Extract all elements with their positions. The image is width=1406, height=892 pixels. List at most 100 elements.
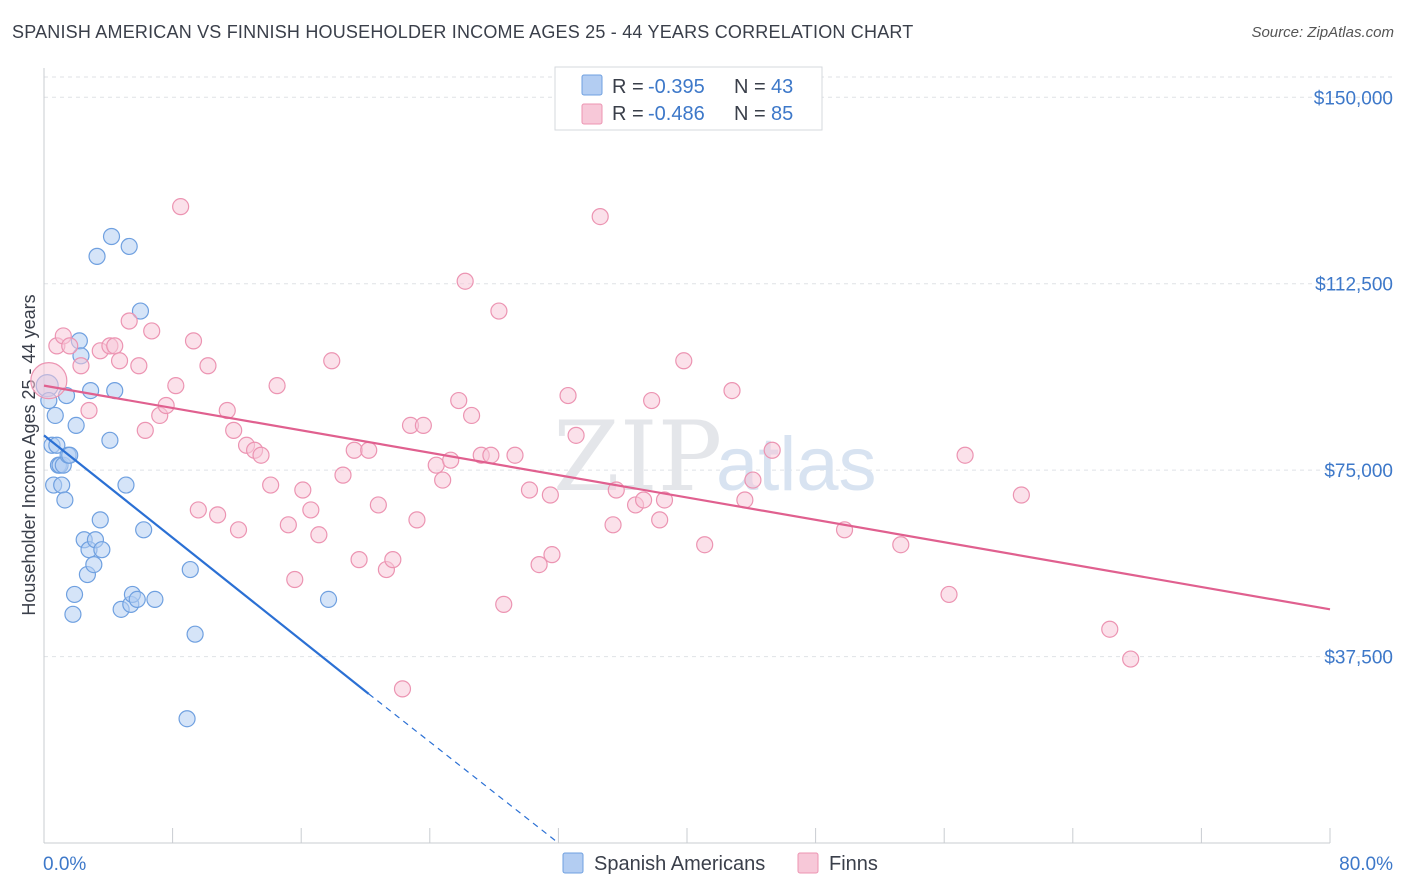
spanish-americans-point bbox=[65, 585, 84, 604]
finns-point bbox=[450, 391, 468, 410]
finns-point bbox=[262, 476, 280, 494]
spanish-americans-point bbox=[135, 521, 153, 539]
legend-r-label-0: R = bbox=[612, 76, 644, 98]
finns-point bbox=[225, 421, 243, 439]
bottom-legend-swatch-finns bbox=[797, 852, 819, 874]
y-tick-label-3: $150,000 bbox=[1314, 88, 1393, 109]
finns-point bbox=[302, 501, 320, 519]
finns-point bbox=[506, 446, 524, 464]
finns-point bbox=[209, 506, 227, 524]
spanish-americans-point bbox=[319, 590, 338, 609]
spanish-americans-point bbox=[93, 541, 111, 559]
finns-point bbox=[229, 521, 248, 539]
finns-point bbox=[199, 357, 217, 375]
finns-point bbox=[940, 585, 958, 604]
x-tick-label-max: 80.0% bbox=[1339, 854, 1393, 875]
spanish-americans-point bbox=[67, 416, 85, 434]
spanish-americans-point bbox=[117, 476, 135, 494]
legend-n-label-0: N = bbox=[734, 76, 766, 98]
spanish-americans-point bbox=[91, 511, 109, 529]
finns-point bbox=[61, 337, 79, 355]
finns-point bbox=[696, 536, 714, 554]
finns-point bbox=[80, 401, 98, 420]
finns-point bbox=[120, 312, 138, 330]
finns-point bbox=[30, 362, 68, 400]
finns-point bbox=[956, 446, 974, 464]
finns-point bbox=[310, 526, 328, 544]
y-axis-title: Householder Income Ages 25 - 44 years bbox=[19, 294, 39, 615]
legend-swatch-spanish-americans bbox=[581, 74, 603, 96]
finns-point bbox=[334, 466, 352, 484]
spanish-americans-point bbox=[101, 431, 119, 449]
finns-point bbox=[675, 352, 693, 370]
legend-n-value-0: 43 bbox=[771, 76, 793, 98]
spanish-americans-point bbox=[186, 625, 204, 643]
legend-r-value-0: -0.395 bbox=[648, 76, 705, 98]
finns-point bbox=[456, 272, 474, 290]
finns-point bbox=[143, 322, 161, 340]
spanish-americans-trend-extension bbox=[368, 693, 559, 844]
finns-point bbox=[434, 471, 452, 489]
axes-layer bbox=[43, 68, 1331, 844]
spanish-americans-point bbox=[64, 605, 82, 623]
chart-source: Source: ZipAtlas.com bbox=[1251, 24, 1394, 41]
finns-point bbox=[408, 511, 426, 529]
legend-n-value-1: 85 bbox=[771, 103, 793, 125]
spanish-americans-point bbox=[46, 406, 64, 425]
spanish-americans-points bbox=[35, 227, 338, 728]
finns-point bbox=[414, 416, 432, 434]
finns-point bbox=[530, 555, 548, 574]
finns-point bbox=[286, 570, 304, 589]
legend-swatch-finns bbox=[581, 103, 603, 125]
finns-point bbox=[72, 357, 90, 375]
chart-title: SPANISH AMERICAN VS FINNISH HOUSEHOLDER … bbox=[12, 22, 914, 42]
finns-point bbox=[482, 446, 500, 464]
finns-points bbox=[30, 198, 1140, 698]
spanish-americans-trend-line bbox=[43, 434, 370, 695]
finns-point bbox=[495, 595, 513, 613]
finns-point bbox=[462, 406, 481, 425]
spanish-americans-point bbox=[146, 590, 164, 609]
finns-point bbox=[369, 496, 387, 514]
finns-point bbox=[763, 441, 781, 459]
finns-point bbox=[490, 302, 508, 320]
finns-point bbox=[591, 208, 609, 226]
watermark: ZIP atlas bbox=[553, 401, 877, 513]
spanish-americans-point bbox=[88, 247, 106, 265]
finns-point bbox=[384, 551, 402, 569]
y-tick-label-0: $37,500 bbox=[1324, 648, 1393, 669]
finns-point bbox=[1101, 620, 1119, 638]
legend-n-label-1: N = bbox=[734, 103, 766, 125]
bottom-legend-label-spanish-americans: Spanish Americans bbox=[594, 853, 765, 875]
y-tick-labels: $37,500 $75,000 $112,500 $150,000 bbox=[1314, 88, 1393, 668]
finns-point bbox=[1122, 650, 1140, 668]
finns-point bbox=[651, 511, 669, 529]
finns-point bbox=[323, 352, 341, 370]
spanish-americans-point bbox=[56, 491, 74, 509]
finns-point bbox=[350, 551, 368, 569]
spanish-americans-point bbox=[102, 227, 121, 246]
finns-point bbox=[567, 426, 585, 444]
legend-box: R = -0.395 N = 43 R = -0.486 N = 85 bbox=[554, 66, 823, 131]
finns-point bbox=[345, 441, 363, 459]
finns-point bbox=[268, 377, 286, 395]
finns-point bbox=[655, 491, 674, 509]
finns-point bbox=[543, 546, 561, 564]
finns-point bbox=[393, 680, 412, 698]
finns-point bbox=[110, 352, 129, 370]
finns-point bbox=[167, 377, 185, 395]
finns-point bbox=[1012, 486, 1030, 504]
finns-point bbox=[294, 481, 312, 499]
grid-layer bbox=[44, 76, 1396, 658]
finns-point bbox=[520, 481, 539, 499]
bottom-legend-label-finns: Finns bbox=[829, 853, 878, 875]
finns-point bbox=[559, 386, 577, 405]
spanish-americans-point bbox=[131, 302, 150, 320]
x-tick-label-min: 0.0% bbox=[43, 854, 86, 875]
finns-point bbox=[360, 441, 378, 459]
finns-point bbox=[106, 337, 124, 355]
legend-r-label-1: R = bbox=[612, 103, 644, 125]
trend-lines bbox=[43, 384, 1331, 844]
finns-point bbox=[189, 501, 207, 519]
bottom-legend: Spanish Americans Finns bbox=[562, 852, 878, 875]
